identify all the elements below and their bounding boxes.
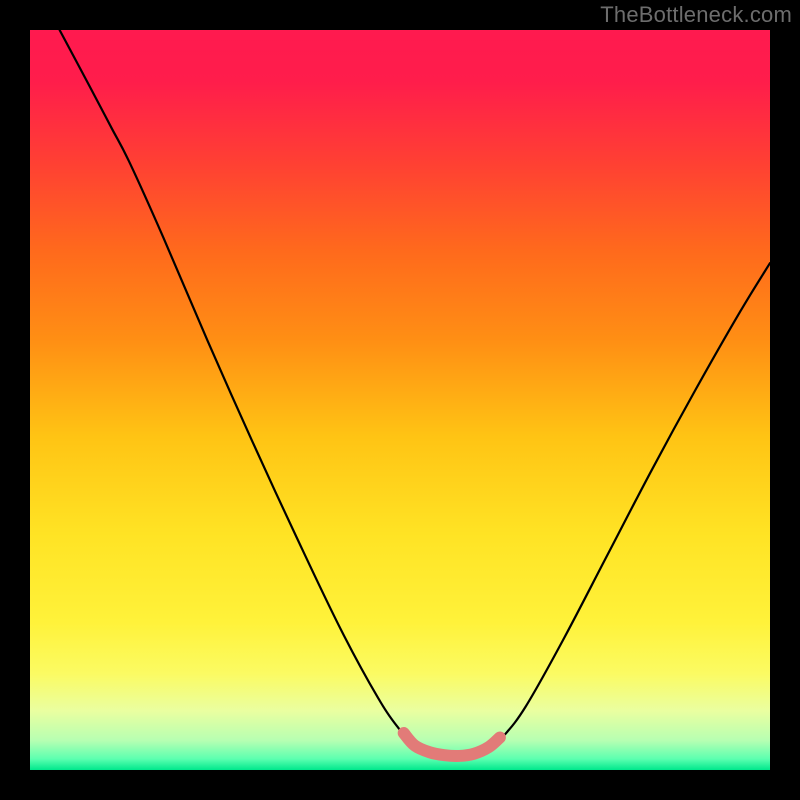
- watermark-text: TheBottleneck.com: [600, 2, 792, 28]
- plot-area: [30, 30, 770, 770]
- bottleneck-chart: [0, 0, 800, 800]
- chart-container: TheBottleneck.com: [0, 0, 800, 800]
